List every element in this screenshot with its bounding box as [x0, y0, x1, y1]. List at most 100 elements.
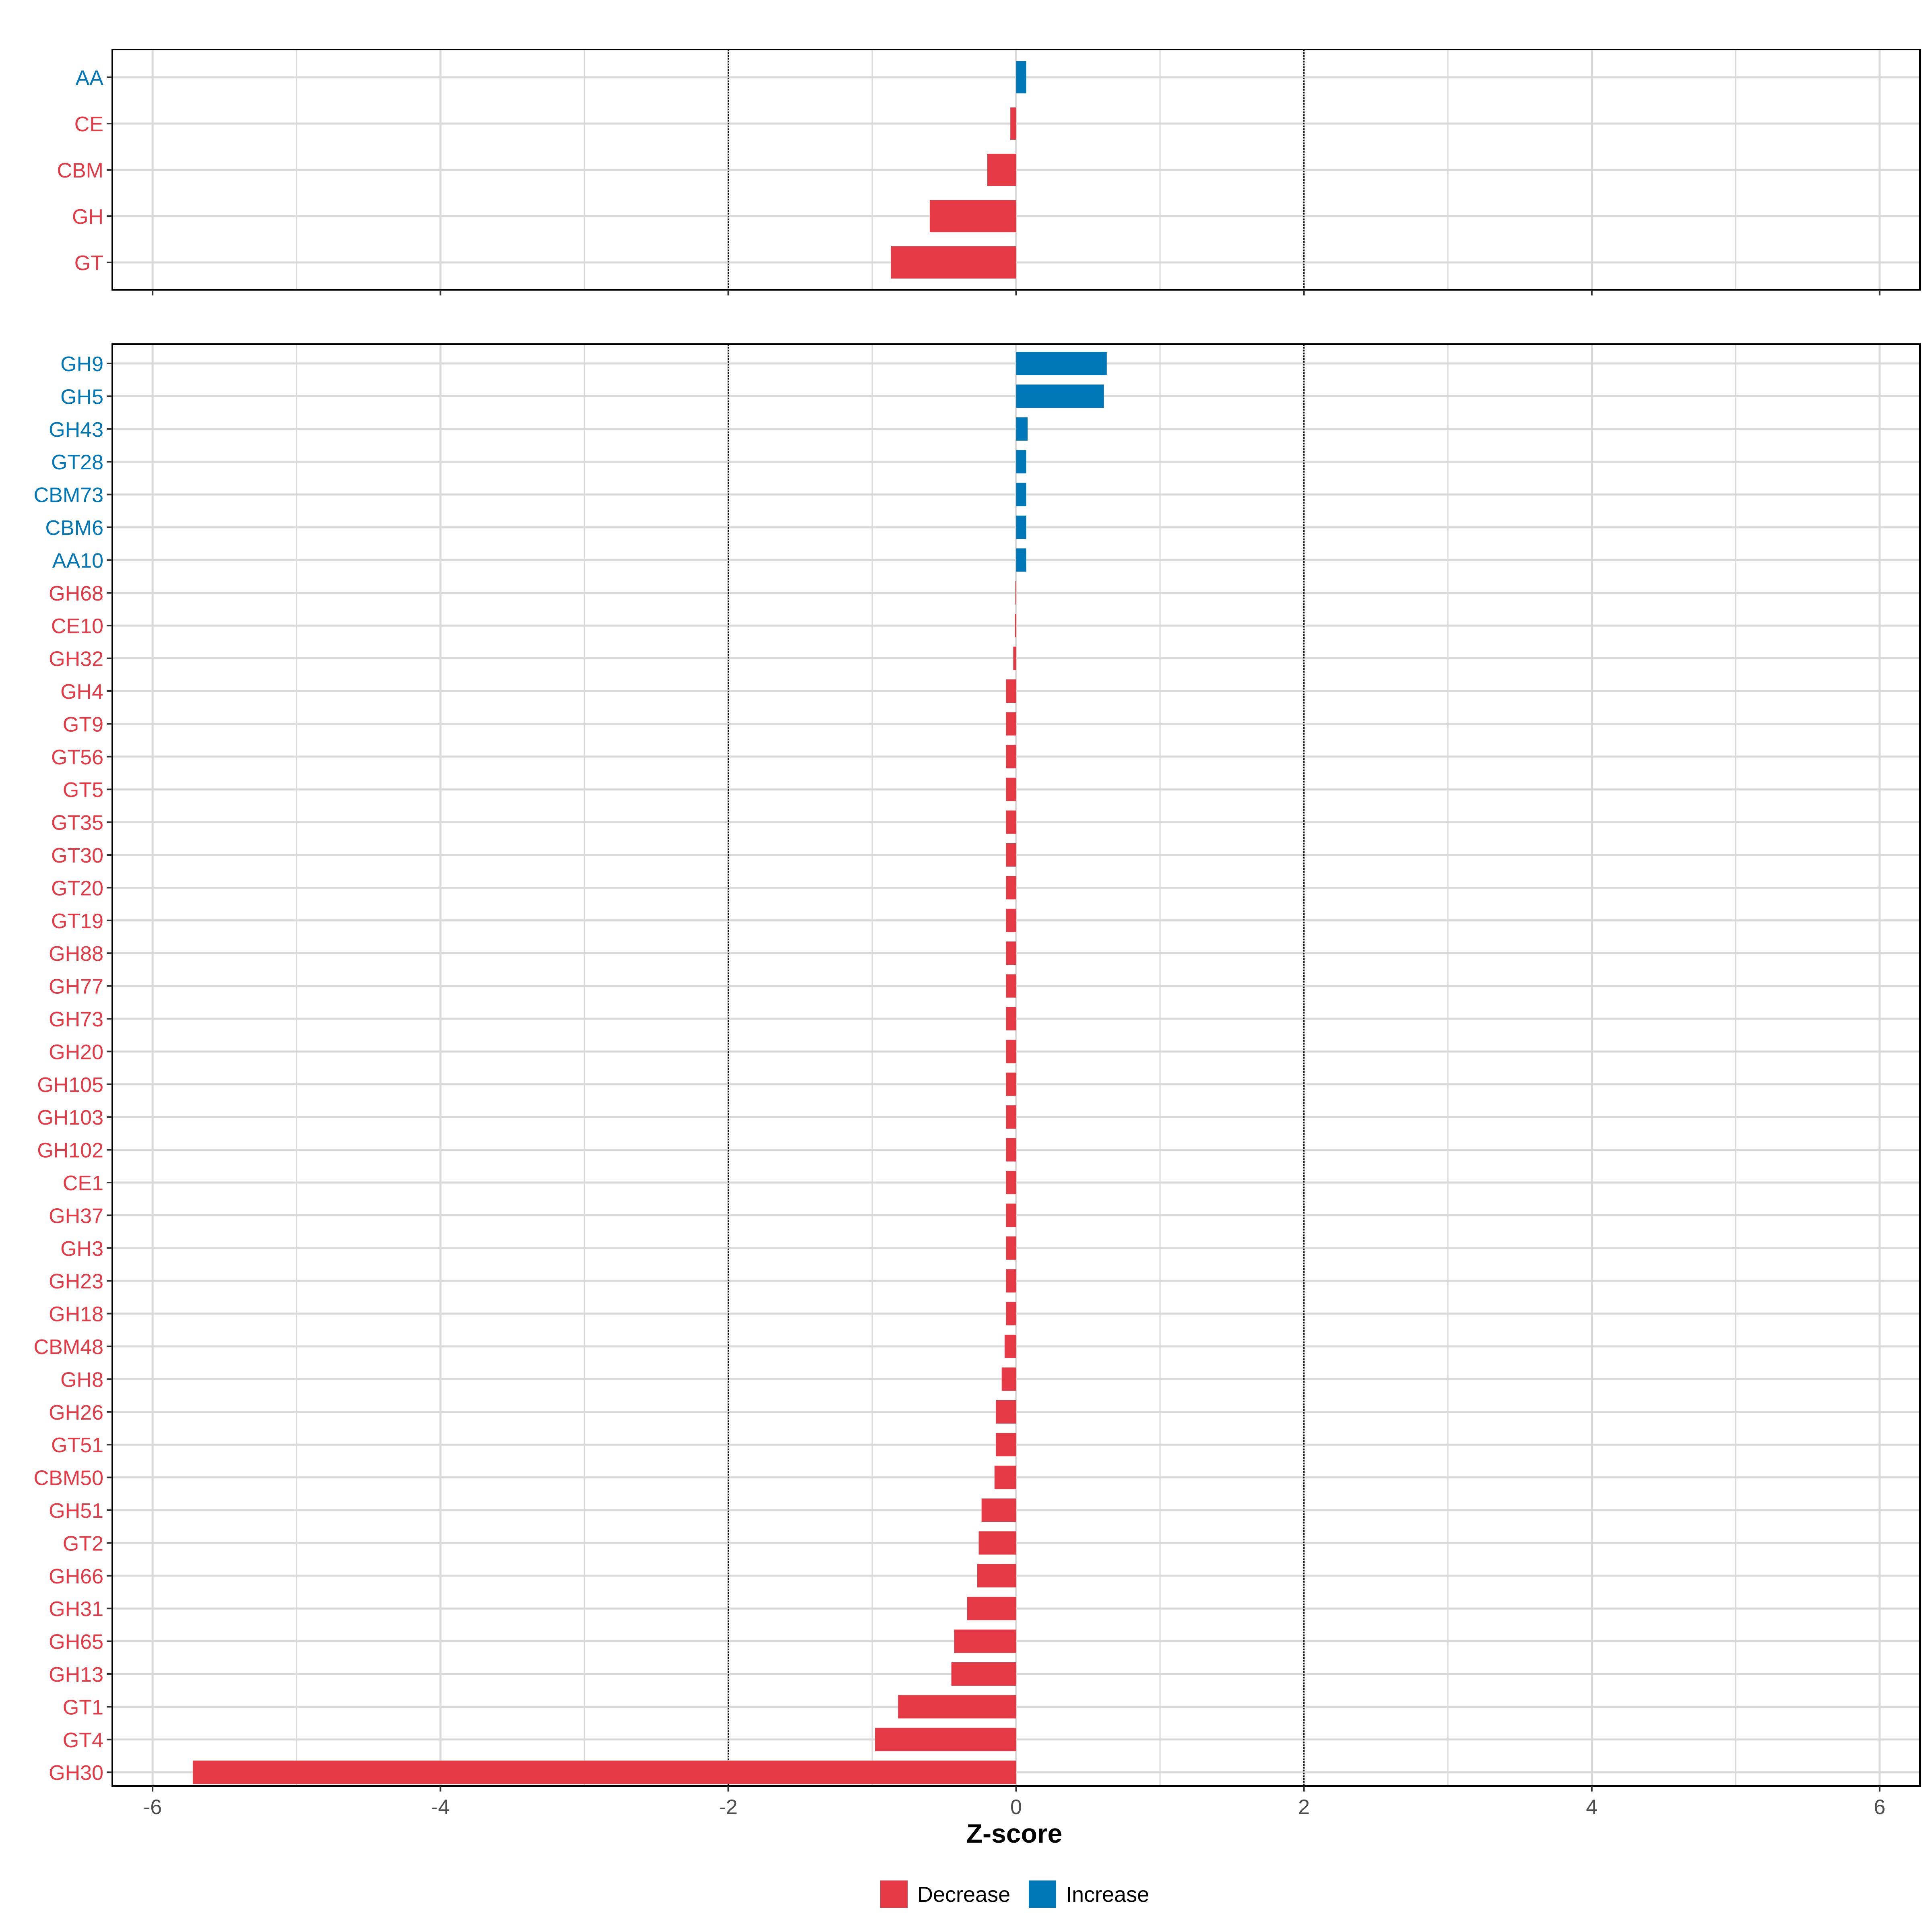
y-tick-label-gt2: GT2 [63, 1532, 103, 1555]
y-tick-label-gh73: GH73 [49, 1008, 103, 1031]
bar-gh88 [1006, 941, 1016, 965]
y-tick-label-gh18: GH18 [49, 1303, 103, 1326]
bar-ce [1010, 107, 1016, 140]
bar-aa10 [1016, 548, 1026, 572]
y-tick-label-ce: CE [74, 113, 103, 136]
bar-cbm73 [1016, 483, 1026, 506]
y-tick-label-cbm50: CBM50 [34, 1467, 103, 1490]
y-tick-label-gt19: GT19 [51, 910, 103, 933]
y-tick-label-gt9: GT9 [63, 713, 103, 736]
y-tick-label-gh26: GH26 [49, 1401, 103, 1424]
y-tick-label-gt4: GT4 [63, 1729, 103, 1752]
legend: Decrease Increase [880, 1880, 1149, 1908]
bar-gh13 [951, 1662, 1016, 1686]
bar-gh26 [996, 1400, 1016, 1424]
y-tick-label-gh20: GH20 [49, 1040, 103, 1064]
legend-key-increase [1029, 1880, 1056, 1908]
bar-gh23 [1006, 1269, 1016, 1293]
y-tick-label-gt20: GT20 [51, 877, 103, 900]
x-tick-label: -2 [719, 1796, 737, 1819]
bar-gh51 [981, 1499, 1016, 1522]
bar-gt56 [1006, 745, 1016, 768]
bar-gh65 [954, 1629, 1016, 1653]
y-tick-label-gh51: GH51 [49, 1499, 103, 1523]
y-tick-label-gh4: GH4 [60, 680, 103, 704]
y-tick-label-gt35: GT35 [51, 811, 103, 835]
y-tick-label-gh13: GH13 [49, 1663, 103, 1686]
bar-cbm6 [1016, 516, 1026, 539]
bar-gh102 [1006, 1138, 1016, 1162]
bar-gh73 [1006, 1007, 1016, 1030]
bar-gh31 [967, 1597, 1016, 1620]
bar-gt19 [1006, 908, 1016, 932]
x-tick-label: 4 [1586, 1796, 1598, 1819]
bar-gh5 [1016, 384, 1104, 408]
bar-gh30 [193, 1761, 1016, 1784]
y-tick-label-gh30: GH30 [49, 1761, 103, 1785]
y-tick-label-cbm48: CBM48 [34, 1335, 103, 1359]
bar-aa [1016, 61, 1026, 93]
y-tick-label-gt56: GT56 [51, 746, 103, 769]
x-tick-label: -4 [431, 1796, 450, 1819]
y-tick-label-gt5: GT5 [63, 778, 103, 802]
bar-ce10 [1015, 614, 1016, 638]
top-panel: AA CE CBM GH GT [57, 49, 1921, 295]
bottom-panel: GH9GH5GH43GT28CBM73CBM6AA10GH68CE10GH32G… [34, 343, 1921, 1819]
bar-gt2 [978, 1531, 1016, 1555]
bar-gh [929, 200, 1016, 232]
bar-gh4 [1006, 679, 1016, 703]
bar-gt20 [1006, 876, 1016, 900]
y-tick-label-gh77: GH77 [49, 975, 103, 999]
x-axis-title: Z-score [966, 1818, 1062, 1848]
y-tick-label-gh103: GH103 [37, 1106, 103, 1129]
y-tick-label-gh23: GH23 [49, 1270, 103, 1293]
y-tick-label-gh8: GH8 [60, 1368, 103, 1391]
legend-label-decrease: Decrease [917, 1882, 1010, 1907]
y-tick-label-cbm6: CBM6 [45, 516, 103, 540]
bar-gh20 [1006, 1040, 1016, 1063]
y-tick-label-gh31: GH31 [49, 1598, 103, 1621]
y-tick-label-aa10: AA10 [52, 549, 103, 572]
y-tick-label-gh: GH [72, 205, 103, 229]
y-tick-label-gh105: GH105 [37, 1073, 103, 1097]
bar-cbm [987, 154, 1016, 186]
bar-gh66 [977, 1564, 1016, 1587]
x-tick-label: -6 [143, 1796, 162, 1819]
bar-gh9 [1016, 352, 1107, 375]
bar-gh8 [1001, 1367, 1016, 1391]
bar-gh105 [1006, 1072, 1016, 1096]
y-tick-label-gh88: GH88 [49, 942, 103, 966]
bar-gt1 [898, 1695, 1016, 1719]
y-tick-label-ce10: CE10 [51, 615, 103, 638]
y-tick-label-gt51: GT51 [51, 1434, 103, 1457]
y-tick-label-cbm73: CBM73 [34, 484, 103, 507]
bar-gh3 [1006, 1236, 1016, 1260]
x-tick-label: 2 [1298, 1796, 1310, 1819]
bar-gh103 [1006, 1105, 1016, 1129]
bar-gt28 [1016, 450, 1026, 474]
bar-gt51 [996, 1433, 1016, 1457]
bar-cbm50 [994, 1466, 1016, 1489]
bar-ce1 [1006, 1171, 1016, 1194]
y-tick-label-gh66: GH66 [49, 1565, 103, 1588]
y-tick-label-gh32: GH32 [49, 648, 103, 671]
y-tick-label-gt28: GT28 [51, 451, 103, 474]
bar-gh77 [1006, 974, 1016, 998]
bar-gh32 [1013, 646, 1016, 670]
y-tick-label-aa: AA [76, 66, 104, 90]
y-tick-label-gh102: GH102 [37, 1139, 103, 1162]
y-tick-label-gh9: GH9 [60, 353, 103, 376]
bar-gh37 [1006, 1203, 1016, 1227]
bar-gt30 [1006, 843, 1016, 867]
legend-key-decrease [880, 1880, 908, 1908]
bar-gt5 [1006, 778, 1016, 801]
bar-gt35 [1006, 810, 1016, 834]
y-tick-label-gt1: GT1 [63, 1696, 103, 1719]
y-tick-label-gt30: GT30 [51, 844, 103, 867]
y-tick-label-gh5: GH5 [60, 385, 103, 409]
y-tick-label-gh43: GH43 [49, 418, 103, 442]
legend-label-increase: Increase [1066, 1882, 1149, 1907]
x-tick-label: 6 [1874, 1796, 1885, 1819]
y-tick-label-gt: GT [74, 252, 103, 275]
